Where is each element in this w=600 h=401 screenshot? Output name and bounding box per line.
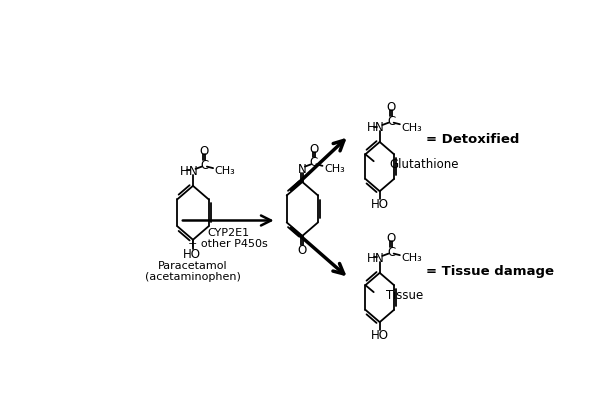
- Text: HO: HO: [371, 328, 389, 341]
- Text: O: O: [200, 144, 209, 158]
- Text: CH₃: CH₃: [401, 122, 422, 132]
- Text: H: H: [181, 164, 189, 178]
- Text: N: N: [376, 121, 384, 134]
- Text: C: C: [200, 158, 208, 171]
- Text: O: O: [386, 231, 396, 244]
- Text: CH₃: CH₃: [401, 253, 422, 263]
- Text: H: H: [367, 121, 376, 134]
- Text: O: O: [309, 142, 319, 155]
- Text: N: N: [298, 162, 307, 175]
- Text: O: O: [298, 244, 307, 257]
- Text: Tissue: Tissue: [386, 288, 424, 301]
- Text: C: C: [387, 245, 395, 258]
- Text: = Tissue damage: = Tissue damage: [426, 264, 554, 277]
- Text: O: O: [386, 101, 396, 114]
- Text: C: C: [387, 115, 395, 128]
- Text: HO: HO: [371, 198, 389, 211]
- Text: N: N: [376, 251, 384, 264]
- Text: CH₃: CH₃: [324, 164, 345, 174]
- Text: C: C: [310, 156, 318, 169]
- Text: Glutathione: Glutathione: [389, 158, 458, 170]
- Text: HO: HO: [183, 247, 201, 261]
- Text: H: H: [367, 251, 376, 264]
- Text: CH₃: CH₃: [215, 166, 235, 176]
- Text: Paracetamol
(acetaminophen): Paracetamol (acetaminophen): [145, 260, 241, 282]
- Text: CYP2E1
+ other P450s: CYP2E1 + other P450s: [188, 227, 268, 249]
- Text: = Detoxified: = Detoxified: [426, 132, 520, 145]
- Text: N: N: [188, 164, 197, 178]
